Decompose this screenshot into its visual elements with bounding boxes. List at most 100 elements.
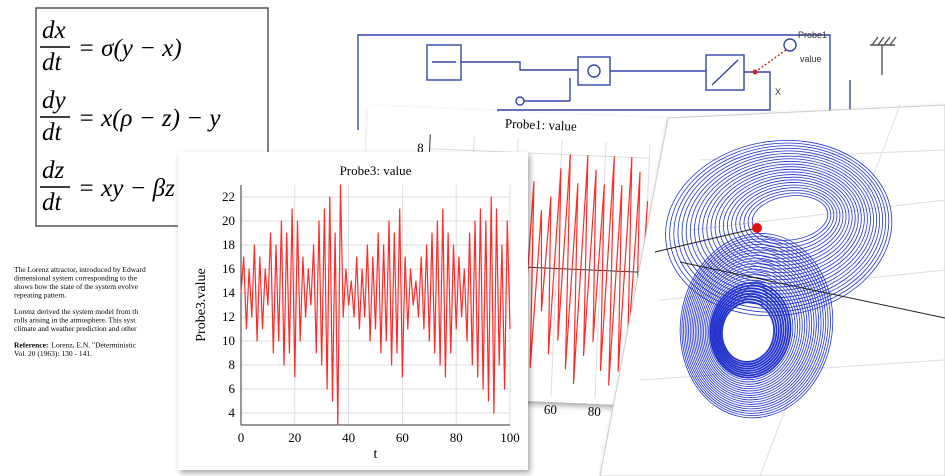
orbit (739, 187, 838, 252)
orbit (673, 145, 887, 309)
orbit (714, 290, 785, 372)
x-tick-label: 0 (238, 430, 245, 445)
y-tick-label: 20 (222, 213, 235, 228)
block-icon (587, 64, 601, 78)
y-tick-label: 4 (229, 405, 236, 420)
probe-output: value (800, 54, 822, 64)
orbit (708, 279, 794, 381)
orbit (747, 192, 832, 245)
y-tick-label: 8 (229, 357, 236, 372)
orbit (719, 298, 778, 366)
orbit (704, 274, 798, 385)
orbit (698, 263, 808, 394)
orbit (722, 176, 850, 266)
rhs: = xy − βz (78, 175, 175, 202)
probe-icon (783, 38, 797, 52)
attractor-panel (599, 104, 945, 476)
denominator: dt (42, 49, 63, 76)
orbit (677, 147, 884, 306)
x-tick-label: 100 (500, 430, 520, 445)
orbit (714, 171, 856, 274)
orbit (691, 252, 817, 403)
paragraph-line: shows how the state of the system evolve (14, 282, 139, 291)
data-line (240, 184, 511, 426)
orbit (731, 182, 844, 259)
orbit (701, 268, 803, 390)
y-tick-label: 6 (229, 381, 236, 396)
reference-text: Vol. 20 (1963): 130 - 141. (14, 349, 92, 358)
orbit (681, 235, 831, 416)
orbit (710, 284, 790, 377)
paragraph-line: Lorenz derived the system model from th (14, 307, 138, 316)
x-tick-label: 40 (342, 430, 355, 445)
orbit (751, 195, 829, 241)
rhs: = x(ρ − z) − y (78, 105, 221, 132)
orbit (686, 243, 824, 410)
y-tick-label: 12 (222, 309, 235, 324)
paragraph-line: repeating pattern. (14, 291, 67, 300)
paragraph-line: The Lorenz attractor, introduced by Edwa… (14, 265, 146, 274)
current-state (752, 223, 762, 233)
orbit (709, 281, 792, 379)
orbit (717, 295, 780, 368)
orbit (696, 260, 810, 396)
numerator: dz (42, 157, 65, 184)
y-tick-label: 18 (222, 237, 235, 252)
orbit (699, 265, 806, 392)
chart-title: Probe3: value (340, 163, 412, 178)
orbit (685, 153, 877, 299)
orbit (693, 254, 815, 401)
sum-node (515, 96, 525, 106)
paragraph-line: dimensional system corresponding to the (14, 274, 138, 283)
paragraph-line: rolls arising in the atmosphere. This sy… (14, 316, 136, 325)
numerator: dx (42, 17, 66, 44)
orbit (665, 139, 893, 317)
equations: dx dt = σ(y − x) dy dt = x(ρ − z) − y dz dt = xy… (40, 17, 221, 216)
wire (461, 61, 578, 71)
y-tick-label: 8 (417, 140, 424, 155)
reference-text: Lorenz, E.N. "Deterministic (51, 341, 136, 350)
axis-line (654, 227, 758, 253)
reference: Reference: Lorenz, E.N. "Deterministic (14, 341, 137, 350)
x-tick-label: 80 (588, 404, 602, 420)
probe-name: Probe1 (798, 30, 827, 40)
block-icon (711, 59, 739, 86)
x-tick-label: 60 (544, 402, 558, 418)
perspective-grid (689, 199, 945, 231)
orbit (706, 276, 796, 383)
block (577, 56, 611, 86)
orbit (706, 166, 862, 281)
paragraph-line: climate and weather prediction and other (14, 324, 137, 333)
orbit (702, 163, 865, 284)
orbit (688, 246, 822, 408)
perspective-grid (759, 104, 901, 476)
reference-label: Reference: (14, 341, 48, 350)
probe3-panel: 0 20 40 60 80 100 4 6 8 10 12 14 16 18 20 22 Probe3: val… (178, 152, 528, 470)
orbit (694, 257, 813, 399)
grid-line (429, 148, 650, 159)
ground (871, 36, 897, 75)
axis-line (679, 261, 945, 319)
denominator: dt (42, 189, 63, 216)
numerator: dy (42, 87, 67, 114)
y-tick-label: 10 (222, 333, 235, 348)
orbit (710, 168, 859, 277)
orbit (727, 179, 847, 263)
y-tick-label: 14 (222, 285, 236, 300)
rhs: = σ(y − x) (78, 35, 182, 62)
orbit (683, 238, 829, 414)
y-tick-label: 22 (222, 189, 235, 204)
description: The Lorenz attractor, introduced by Edwa… (14, 265, 146, 358)
orbit (721, 301, 775, 363)
wire (357, 34, 831, 130)
orbit (703, 271, 801, 387)
orbit (743, 189, 835, 248)
orbit (689, 155, 874, 295)
x-axis-label: t (374, 447, 378, 462)
chart-title: Probe1: value (505, 116, 578, 134)
orbit (718, 174, 853, 270)
y-axis-label: Probe3.value (194, 268, 209, 341)
denominator: dt (42, 119, 63, 146)
